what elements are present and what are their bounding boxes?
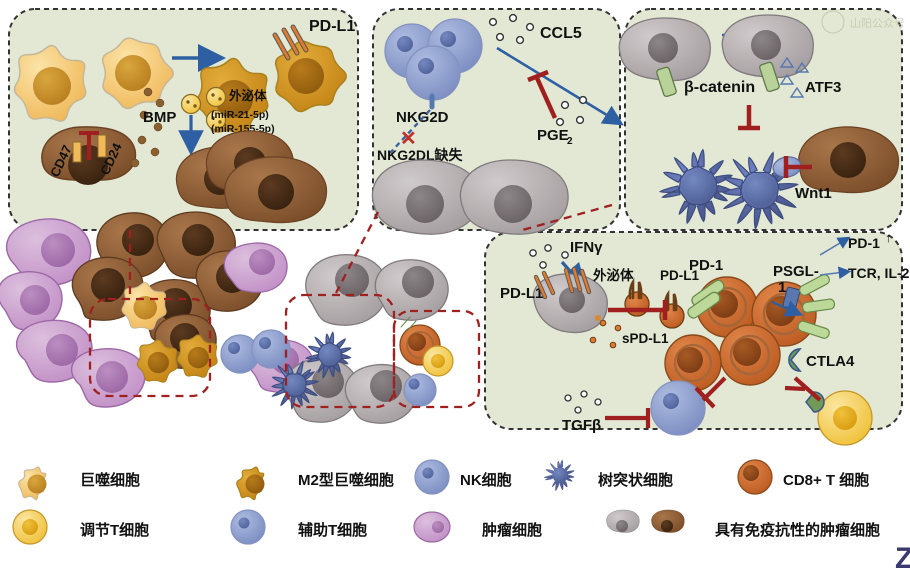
- svg-text:CCL5: CCL5: [540, 25, 582, 42]
- svg-text:山阳公众号: 山阳公众号: [850, 17, 905, 30]
- svg-text:巨噬细胞: 巨噬细胞: [80, 471, 140, 489]
- svg-text:ATF3: ATF3: [805, 79, 841, 96]
- svg-text:1: 1: [778, 279, 786, 296]
- svg-text:外泌体: 外泌体: [593, 267, 634, 283]
- svg-text:具有免疫抗性的肿瘤细胞: 具有免疫抗性的肿瘤细胞: [715, 521, 880, 539]
- svg-text:β-catenin: β-catenin: [684, 79, 755, 96]
- svg-text:树突状细胞: 树突状细胞: [598, 471, 673, 489]
- svg-text:2: 2: [567, 136, 573, 147]
- svg-text:(miR-21-5p): (miR-21-5p): [211, 109, 269, 121]
- svg-text:IFNγ: IFNγ: [570, 239, 603, 256]
- svg-text:Z: Z: [895, 542, 910, 569]
- svg-text:M2型巨噬细胞: M2型巨噬细胞: [298, 471, 394, 489]
- svg-text:PD-1: PD-1: [689, 257, 723, 274]
- svg-text:辅助T细胞: 辅助T细胞: [298, 521, 367, 539]
- svg-text:CD8+ T 细胞: CD8+ T 细胞: [783, 471, 869, 489]
- svg-text:PGE: PGE: [537, 127, 569, 144]
- svg-text:Wnt1: Wnt1: [795, 185, 832, 202]
- svg-text:PD-1: PD-1: [848, 235, 880, 251]
- svg-text:sPD-L1: sPD-L1: [622, 331, 669, 346]
- svg-text:↓: ↓: [898, 266, 905, 281]
- svg-text:PD-L1: PD-L1: [309, 18, 355, 35]
- svg-text:BMP: BMP: [143, 109, 176, 126]
- svg-text:调节T细胞: 调节T细胞: [80, 521, 149, 539]
- svg-text:NK细胞: NK细胞: [460, 471, 512, 489]
- svg-text:CTLA4: CTLA4: [806, 353, 855, 370]
- svg-text:↑: ↑: [885, 230, 892, 245]
- svg-text:TGFβ: TGFβ: [562, 417, 601, 434]
- svg-text:PSGL-: PSGL-: [773, 263, 819, 280]
- svg-text:PD-L1: PD-L1: [500, 285, 543, 302]
- svg-text:肿瘤细胞: 肿瘤细胞: [482, 521, 542, 539]
- svg-text:外泌体: 外泌体: [228, 88, 267, 103]
